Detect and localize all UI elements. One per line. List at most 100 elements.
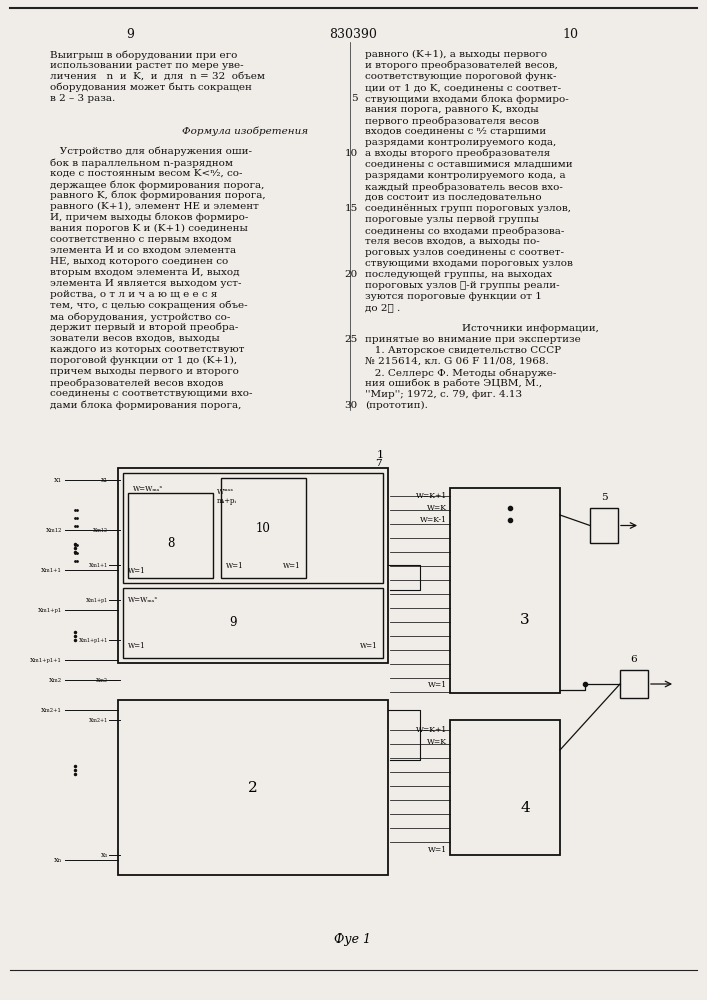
Text: W=K+1: W=K+1 [416,492,447,500]
Text: использовании растет по мере уве-: использовании растет по мере уве- [50,61,244,70]
Text: xₘ₁₊ₚ₁: xₘ₁₊ₚ₁ [86,596,108,604]
Bar [118,700,388,875]
Text: W=1: W=1 [361,642,378,650]
Text: разрядами контролируемого кода, а: разрядами контролируемого кода, а [365,171,566,180]
Text: 9: 9 [126,28,134,41]
Text: соединённых групп пороговых узлов,: соединённых групп пороговых узлов, [365,204,571,213]
Text: 4: 4 [520,800,530,814]
Text: ствующими входами пороговых узлов: ствующими входами пороговых узлов [365,259,573,268]
Text: Фуе 1: Фуе 1 [334,934,371,946]
Text: дами блока формирования порога,: дами блока формирования порога, [50,400,241,410]
Text: 5: 5 [601,493,607,502]
Text: НЕ, выход которого соединен со: НЕ, выход которого соединен со [50,257,228,266]
Bar [221,478,306,578]
Text: № 215614, кл. G 06 F 11/08, 1968.: № 215614, кл. G 06 F 11/08, 1968. [365,357,549,366]
Text: 20: 20 [345,270,358,279]
Text: W=1: W=1 [428,681,447,689]
Text: W=1: W=1 [128,642,146,650]
Text: 3: 3 [520,613,530,628]
Text: W=1: W=1 [284,562,301,570]
Text: xₙ: xₙ [100,851,108,859]
Text: до 2ℓ .: до 2ℓ . [365,303,400,312]
Text: а входы второго преобразователя: а входы второго преобразователя [365,149,550,158]
Text: причем выходы первого и второго: причем выходы первого и второго [50,367,239,376]
Text: в 2 – 3 раза.: в 2 – 3 раза. [50,94,115,103]
Text: mᵢ+pᵢ: mᵢ+pᵢ [217,497,237,505]
Text: Формула изобретения: Формула изобретения [182,126,308,135]
Text: ции от 1 до K, соединены с соответ-: ции от 1 до K, соединены с соответ- [365,83,561,92]
Text: 6: 6 [631,655,637,664]
Text: xₘ₁₊₁: xₘ₁₊₁ [41,566,62,574]
Text: 1. Авторское свидетельство СССР: 1. Авторское свидетельство СССР [365,346,561,355]
Text: 10: 10 [562,28,578,41]
Text: 25: 25 [345,335,358,344]
Bar [123,473,383,583]
Text: xₘ₁₂: xₘ₁₂ [93,526,108,534]
Text: держит первый и второй преобра-: держит первый и второй преобра- [50,323,238,332]
Text: ствующими входами блока формиро-: ствующими входами блока формиро- [365,94,568,104]
Bar [450,488,560,693]
Text: W=1: W=1 [128,567,146,575]
Text: 10: 10 [256,522,271,534]
Text: зователи весов входов, выходы: зователи весов входов, выходы [50,334,220,343]
Text: ния ошибок в работе ЭЦВМ, М.,: ния ошибок в работе ЭЦВМ, М., [365,379,542,388]
Text: W=K-1: W=K-1 [420,516,447,524]
Text: W=1: W=1 [226,562,244,570]
Text: преобразователей весов входов: преобразователей весов входов [50,378,223,387]
Text: соединены с соответствующими вхо-: соединены с соответствующими вхо- [50,389,252,398]
Text: W=K: W=K [427,738,447,746]
Text: x₁: x₁ [54,476,62,484]
Text: 830390: 830390 [329,28,377,41]
Text: W=Wₘₐˣ: W=Wₘₐˣ [133,485,163,493]
Text: xₘ₂₊₁: xₘ₂₊₁ [89,716,108,724]
Bar [620,670,648,698]
Text: Wᵐᵃˣ: Wᵐᵃˣ [217,488,234,496]
Text: соответствующие пороговой функ-: соответствующие пороговой функ- [365,72,556,81]
Text: первого преобразователя весов: первого преобразователя весов [365,116,539,125]
Text: соответственно с первым входом: соответственно с первым входом [50,235,232,244]
Text: теля весов входов, а выходы по-: теля весов входов, а выходы по- [365,237,539,246]
Text: соединены со входами преобразова-: соединены со входами преобразова- [365,226,564,235]
Text: оборудования может быть сокращен: оборудования может быть сокращен [50,83,252,93]
Text: xₘ₁₊ₚ₁: xₘ₁₊ₚ₁ [38,606,62,614]
Text: 1: 1 [376,450,384,460]
Bar [123,588,383,658]
Text: и второго преобразователей весов,: и второго преобразователей весов, [365,61,558,70]
Text: W=1: W=1 [428,846,447,854]
Text: каждый преобразователь весов вхо-: каждый преобразователь весов вхо- [365,182,563,192]
Text: бок в параллельном n-разрядном: бок в параллельном n-разрядном [50,158,233,167]
Text: xₘ₂: xₘ₂ [96,676,108,684]
Text: пороговых узлов ℓ-й группы реали-: пороговых узлов ℓ-й группы реали- [365,281,560,290]
Text: xₘ₁₊ₚ₁₊₁: xₘ₁₊ₚ₁₊₁ [78,636,108,644]
Text: принятые во внимание при экспертизе: принятые во внимание при экспертизе [365,335,580,344]
Bar [118,468,388,663]
Text: равного (K+1), элемент НЕ и элемент: равного (K+1), элемент НЕ и элемент [50,202,259,211]
Text: равного K, блок формирования порога,: равного K, блок формирования порога, [50,191,266,200]
Text: каждого из которых соответствуют: каждого из которых соответствуют [50,345,245,354]
Text: 7: 7 [375,459,381,468]
Text: 2. Селлерс Ф. Методы обнаруже-: 2. Селлерс Ф. Методы обнаруже- [365,368,556,377]
Text: Устройство для обнаружения оши-: Устройство для обнаружения оши- [50,147,252,156]
Text: xₘ₁₂: xₘ₁₂ [46,526,62,534]
Text: 15: 15 [345,204,358,213]
Text: 10: 10 [345,149,358,158]
Text: последующей группы, на выходах: последующей группы, на выходах [365,270,552,279]
Text: держащее блок формирования порога,: держащее блок формирования порога, [50,180,264,190]
Text: W=K+1: W=K+1 [416,726,447,734]
Text: тем, что, с целью сокращения объе-: тем, что, с целью сокращения объе- [50,301,247,310]
Text: xₘ₁₊₁: xₘ₁₊₁ [89,561,108,569]
Text: входов соединены с ⁿ⁄₂ старшими: входов соединены с ⁿ⁄₂ старшими [365,127,546,136]
Text: 2: 2 [248,780,258,794]
Bar [450,720,560,855]
Text: W=Wₘₐˣ: W=Wₘₐˣ [128,596,158,604]
Text: элемента И является выходом уст-: элемента И является выходом уст- [50,279,242,288]
Bar [590,508,618,543]
Text: xₘ₁₊ₚ₁₊₁: xₘ₁₊ₚ₁₊₁ [30,656,62,664]
Text: 30: 30 [345,401,358,410]
Text: разрядами контролируемого кода,: разрядами контролируемого кода, [365,138,556,147]
Text: ''Мир''; 1972, с. 79, фиг. 4.13: ''Мир''; 1972, с. 79, фиг. 4.13 [365,390,522,399]
Text: (прототип).: (прототип). [365,401,428,410]
Text: пороговой функции от 1 до (K+1),: пороговой функции от 1 до (K+1), [50,356,237,365]
Text: 9: 9 [229,616,237,630]
Text: вания порогов K и (K+1) соединены: вания порогов K и (K+1) соединены [50,224,248,233]
